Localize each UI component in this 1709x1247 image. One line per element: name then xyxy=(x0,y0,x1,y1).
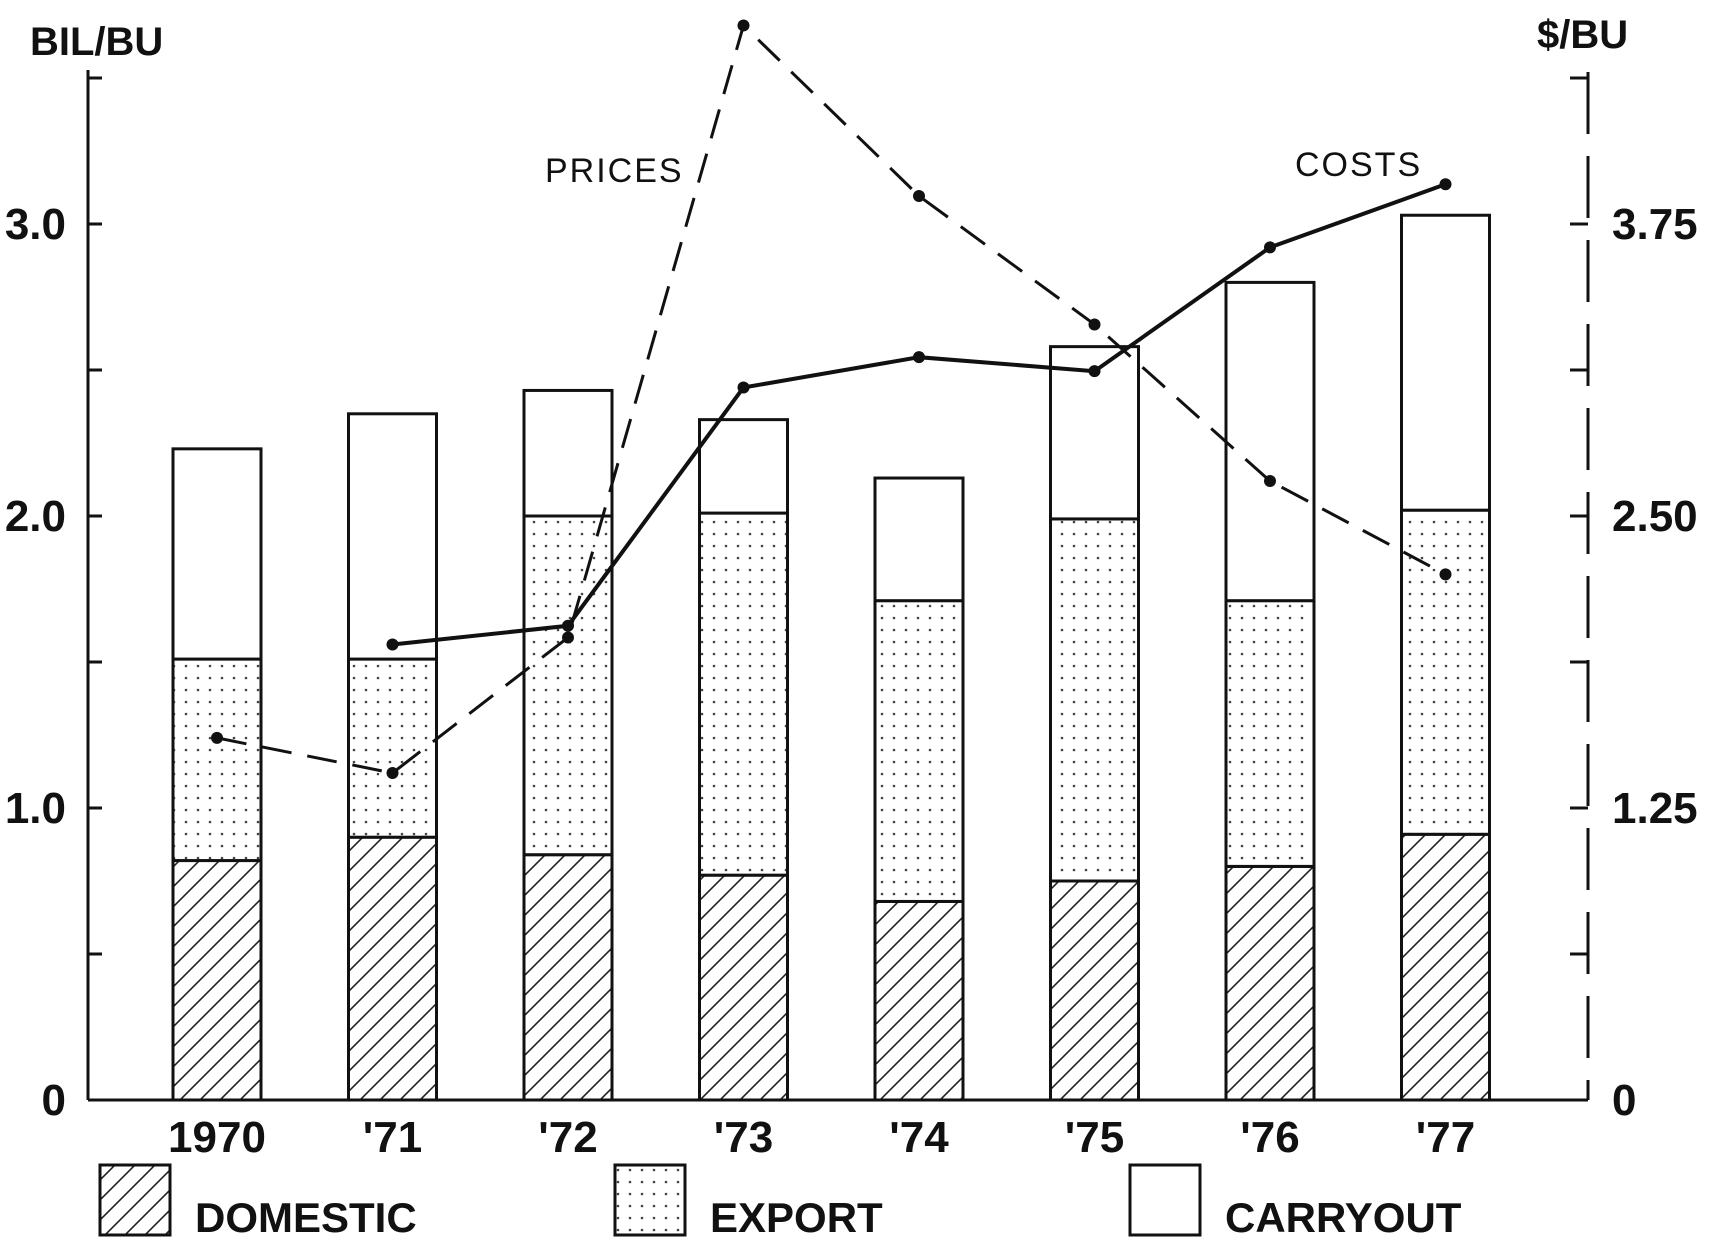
bar-export-7 xyxy=(1400,508,1491,836)
bar-export-3 xyxy=(698,511,789,877)
point-prices-6 xyxy=(1264,474,1276,487)
right-tick-label: 2.50 xyxy=(1612,492,1698,541)
bar-carryout-7 xyxy=(1400,213,1491,512)
point-costs-5 xyxy=(1264,241,1276,254)
bar-domestic-7 xyxy=(1400,832,1491,1102)
bar-export-6 xyxy=(1224,599,1316,868)
category-label-4: '74 xyxy=(889,1113,949,1162)
category-label-1: '71 xyxy=(363,1113,422,1162)
point-costs-6 xyxy=(1439,178,1452,191)
bar-carryout-2 xyxy=(522,388,614,518)
point-prices-2 xyxy=(562,631,574,644)
bar-export-2 xyxy=(522,514,614,857)
right-tick-label: 1.25 xyxy=(1612,784,1698,833)
legend-label-export: EXPORT xyxy=(710,1194,883,1241)
left-tick-label: 0 xyxy=(42,1076,66,1125)
bar-carryout-3 xyxy=(698,418,789,515)
legend-swatch-export xyxy=(613,1163,687,1237)
point-prices-7 xyxy=(1439,568,1452,581)
legend-label-carryout: CARRYOUT xyxy=(1225,1194,1462,1241)
legend: DOMESTIC EXPORT CARRYOUT xyxy=(98,1163,1462,1241)
right-tick-label: 3.75 xyxy=(1612,200,1698,249)
bars-layer xyxy=(171,213,1491,1102)
left-tick-label: 2.0 xyxy=(5,492,66,541)
point-prices-3 xyxy=(737,19,750,32)
bar-carryout-1 xyxy=(347,412,438,661)
legend-swatch-carryout xyxy=(1128,1163,1202,1237)
axes-layer xyxy=(86,70,1590,1102)
bar-domestic-1 xyxy=(347,835,438,1102)
category-label-7: '77 xyxy=(1416,1113,1475,1162)
point-costs-0 xyxy=(386,638,399,651)
category-label-5: '75 xyxy=(1065,1113,1124,1162)
bar-domestic-2 xyxy=(522,853,614,1102)
point-prices-5 xyxy=(1088,318,1101,331)
bar-carryout-0 xyxy=(171,447,263,661)
bar-domestic-3 xyxy=(698,873,789,1102)
right-axis-unit: $/BU xyxy=(1537,13,1628,57)
line-prices xyxy=(216,22,1447,775)
bar-domestic-4 xyxy=(873,899,965,1102)
category-label-6: '76 xyxy=(1240,1113,1299,1162)
bar-domestic-5 xyxy=(1049,879,1140,1102)
bar-export-4 xyxy=(873,599,965,903)
category-label-2: '72 xyxy=(538,1113,597,1162)
point-prices-1 xyxy=(386,766,399,779)
point-costs-3 xyxy=(913,351,925,364)
prices-label: PRICES xyxy=(545,152,684,190)
category-label-3: '73 xyxy=(714,1113,773,1162)
left-tick-label: 3.0 xyxy=(5,200,66,249)
bar-domestic-0 xyxy=(171,859,263,1102)
bar-carryout-6 xyxy=(1224,280,1316,603)
point-prices-4 xyxy=(913,189,925,202)
right-tick-label: 0 xyxy=(1612,1076,1636,1125)
point-costs-1 xyxy=(562,619,574,632)
lines-layer xyxy=(211,19,1452,779)
left-tick-label: 1.0 xyxy=(5,784,66,833)
left-axis-unit: BIL/BU xyxy=(30,20,163,64)
bar-export-1 xyxy=(347,657,438,839)
point-prices-0 xyxy=(211,731,223,744)
labels-layer: 0 1.0 2.0 3.0 BIL/BU 0 1.25 2.50 3.75 $/BU 1970 '71… xyxy=(5,13,1698,1162)
legend-swatch-domestic xyxy=(98,1163,172,1237)
bar-export-5 xyxy=(1049,517,1140,883)
bar-export-0 xyxy=(171,657,263,863)
point-costs-4 xyxy=(1088,365,1101,378)
category-label-0: 1970 xyxy=(168,1113,266,1162)
bar-carryout-4 xyxy=(873,476,965,603)
point-costs-2 xyxy=(737,381,750,394)
costs-label: COSTS xyxy=(1295,146,1422,184)
legend-label-domestic: DOMESTIC xyxy=(195,1194,417,1241)
bar-domestic-6 xyxy=(1224,864,1316,1102)
